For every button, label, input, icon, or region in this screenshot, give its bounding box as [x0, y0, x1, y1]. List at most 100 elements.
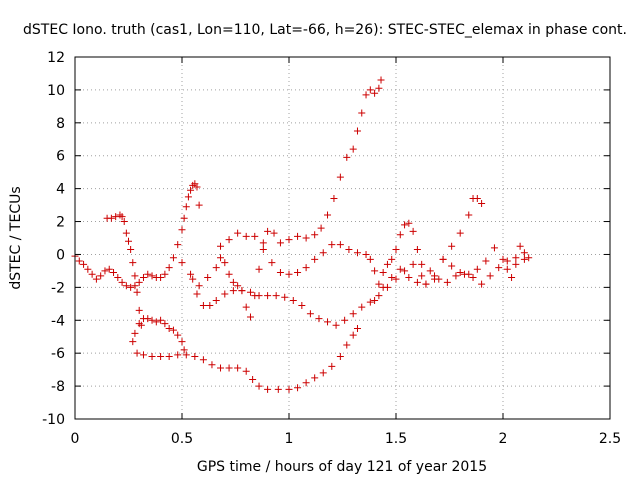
- data-point: [469, 273, 477, 281]
- data-point: [319, 249, 327, 257]
- data-point: [114, 273, 122, 281]
- data-point: [101, 267, 109, 275]
- data-point: [169, 326, 177, 334]
- data-point: [490, 244, 498, 252]
- x-tick-label: 1: [285, 431, 294, 447]
- data-point: [204, 273, 212, 281]
- data-point: [503, 257, 511, 265]
- data-point: [409, 260, 417, 268]
- data-point: [217, 254, 225, 262]
- data-point: [448, 262, 456, 270]
- data-point: [174, 351, 182, 359]
- data-point: [294, 384, 302, 392]
- data-point: [131, 329, 139, 337]
- y-tick-label: 2: [56, 215, 65, 231]
- data-point: [229, 287, 237, 295]
- data-point: [195, 282, 203, 290]
- data-point: [285, 270, 293, 278]
- data-point: [80, 260, 88, 268]
- chart-title: dSTEC Iono. truth (cas1, Lon=110, Lat=-6…: [23, 22, 627, 38]
- data-point: [285, 236, 293, 244]
- data-point: [276, 269, 284, 277]
- data-point: [448, 242, 456, 250]
- data-point: [413, 278, 421, 286]
- data-point: [131, 282, 139, 290]
- data-point: [289, 297, 297, 305]
- data-point: [330, 195, 338, 203]
- data-point: [157, 273, 165, 281]
- data-point: [473, 195, 481, 203]
- data-point: [512, 260, 520, 268]
- data-point: [343, 341, 351, 349]
- data-point: [512, 254, 520, 262]
- y-tick-label: 0: [56, 247, 65, 263]
- data-point: [122, 229, 130, 237]
- data-point: [456, 229, 464, 237]
- data-point: [148, 272, 156, 280]
- data-point: [358, 303, 366, 311]
- data-point: [508, 273, 516, 281]
- y-axis-label: dSTEC / TECUs: [8, 186, 24, 289]
- data-point: [206, 301, 214, 309]
- data-point: [486, 272, 494, 280]
- data-point: [353, 249, 361, 257]
- data-point: [319, 369, 327, 377]
- data-point: [242, 367, 250, 375]
- data-point: [208, 361, 216, 369]
- y-tick-label: 12: [47, 50, 65, 66]
- data-point: [349, 331, 357, 339]
- data-point: [366, 86, 374, 94]
- plot-frame: [74, 56, 611, 420]
- data-point: [193, 290, 201, 298]
- data-point: [343, 153, 351, 161]
- data-point: [255, 382, 263, 390]
- data-point: [418, 260, 426, 268]
- data-point: [336, 352, 344, 360]
- x-tick-label: 0: [71, 431, 80, 447]
- data-point: [135, 306, 143, 314]
- data-point: [478, 199, 486, 207]
- data-point: [249, 376, 257, 384]
- data-point: [217, 242, 225, 250]
- data-point: [193, 183, 201, 191]
- x-tick-label: 0.5: [171, 431, 193, 447]
- data-point: [362, 91, 370, 99]
- data-point: [317, 224, 325, 232]
- data-point: [324, 211, 332, 219]
- data-point: [516, 242, 524, 250]
- data-point: [264, 292, 272, 300]
- data-point: [276, 239, 284, 247]
- y-tick-label: 8: [56, 116, 65, 132]
- data-point: [375, 84, 383, 92]
- data-point: [131, 272, 139, 280]
- x-gridlines: [181, 57, 504, 419]
- data-point: [148, 352, 156, 360]
- y-tick-label: -4: [51, 313, 65, 329]
- data-point: [388, 273, 396, 281]
- data-point: [107, 214, 115, 222]
- data-point: [234, 229, 242, 237]
- y-gridlines: [75, 89, 610, 387]
- data-point: [139, 351, 147, 359]
- data-point: [311, 374, 319, 382]
- data-point: [409, 227, 417, 235]
- data-point: [234, 282, 242, 290]
- data-point: [413, 246, 421, 254]
- data-point: [525, 254, 533, 262]
- data-point: [165, 352, 173, 360]
- data-point: [264, 385, 272, 393]
- data-point: [392, 275, 400, 283]
- data-point: [199, 301, 207, 309]
- data-point: [379, 269, 387, 277]
- y-tick-labels: -10 -8 -6 -4 -2 0 2 4 6 8 10 12: [42, 50, 65, 428]
- data-point: [122, 282, 130, 290]
- data-point: [135, 278, 143, 286]
- data-point: [157, 316, 165, 324]
- data-point: [264, 227, 272, 235]
- data-point: [127, 246, 135, 254]
- data-point: [302, 264, 310, 272]
- data-point: [341, 316, 349, 324]
- data-point: [212, 297, 220, 305]
- data-point: [328, 362, 336, 370]
